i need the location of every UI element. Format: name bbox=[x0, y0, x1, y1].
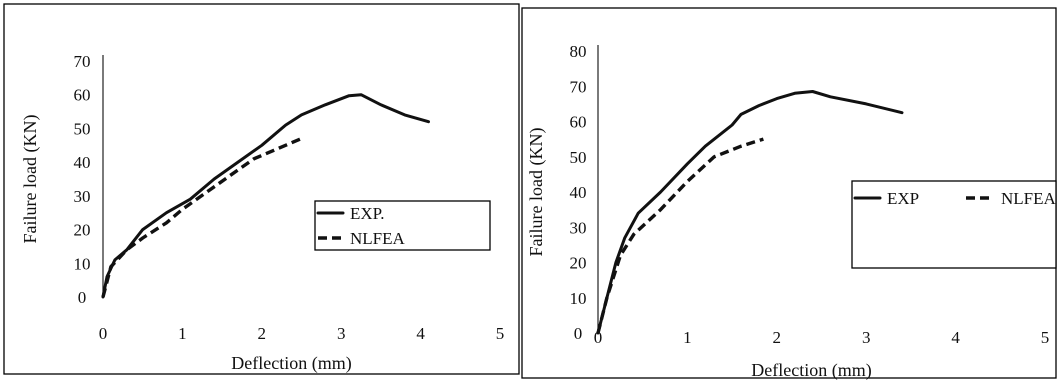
y-axis-title: Failure load (KN) bbox=[20, 115, 41, 244]
y-tick-label: 0 bbox=[574, 324, 583, 343]
x-tick-label: 2 bbox=[773, 328, 782, 347]
x-tick-label: 4 bbox=[951, 328, 960, 347]
chart-frame bbox=[3, 3, 520, 375]
x-axis-title: Deflection (mm) bbox=[231, 353, 351, 374]
legend-label: EXP bbox=[887, 189, 919, 208]
y-tick-label: 50 bbox=[74, 119, 91, 138]
y-tick-label: 40 bbox=[74, 153, 91, 172]
x-tick-label: 5 bbox=[496, 324, 505, 343]
x-tick-label: 4 bbox=[416, 324, 425, 343]
y-tick-label: 30 bbox=[74, 187, 91, 206]
legend-label: NLFEA bbox=[1001, 189, 1057, 208]
y-tick-label: 70 bbox=[570, 77, 587, 96]
y-tick-label: 60 bbox=[74, 86, 91, 105]
x-tick-label: 1 bbox=[683, 328, 692, 347]
series-line-exp bbox=[596, 90, 904, 335]
series-line-nlfea bbox=[596, 137, 764, 334]
chart-1: 0 10 20 30 40 50 60 70 0 1 2 3 4 5 Deflection (mm) Fail… bbox=[3, 3, 520, 375]
y-tick-label: 30 bbox=[570, 218, 587, 237]
legend-box bbox=[851, 180, 1057, 269]
x-tick-label: 2 bbox=[258, 324, 267, 343]
y-tick-label: 0 bbox=[78, 288, 87, 307]
series-line-exp bbox=[101, 93, 430, 299]
x-tick-label: 1 bbox=[178, 324, 187, 343]
legend-label: NLFEA bbox=[350, 229, 406, 248]
y-tick-label: 50 bbox=[570, 148, 587, 167]
x-axis-title: Deflection (mm) bbox=[751, 360, 871, 381]
y-axis-title: Failure load (KN) bbox=[526, 128, 547, 257]
x-tick-label: 3 bbox=[337, 324, 346, 343]
x-tick-label: 0 bbox=[594, 328, 603, 347]
legend-label: EXP. bbox=[350, 204, 384, 223]
y-tick-label: 20 bbox=[74, 221, 91, 240]
legend: EXP NLFEA bbox=[851, 180, 1057, 269]
chart-2: 0 10 20 30 40 50 60 70 80 0 1 2 3 4 5 Deflection (mm) Fa… bbox=[521, 7, 1057, 381]
legend-box bbox=[314, 200, 491, 251]
y-tick-label: 10 bbox=[570, 289, 587, 308]
legend: EXP. NLFEA bbox=[314, 200, 491, 251]
y-tick-label: 20 bbox=[570, 254, 587, 273]
x-tick-label: 3 bbox=[862, 328, 871, 347]
series-line-nlfea bbox=[101, 136, 303, 298]
y-tick-label: 70 bbox=[74, 52, 91, 71]
y-tick-label: 10 bbox=[74, 254, 91, 273]
x-tick-label: 0 bbox=[99, 324, 108, 343]
y-tick-label: 80 bbox=[570, 42, 587, 61]
y-tick-label: 60 bbox=[570, 113, 587, 132]
y-tick-label: 40 bbox=[570, 183, 587, 202]
x-tick-label: 5 bbox=[1041, 328, 1050, 347]
